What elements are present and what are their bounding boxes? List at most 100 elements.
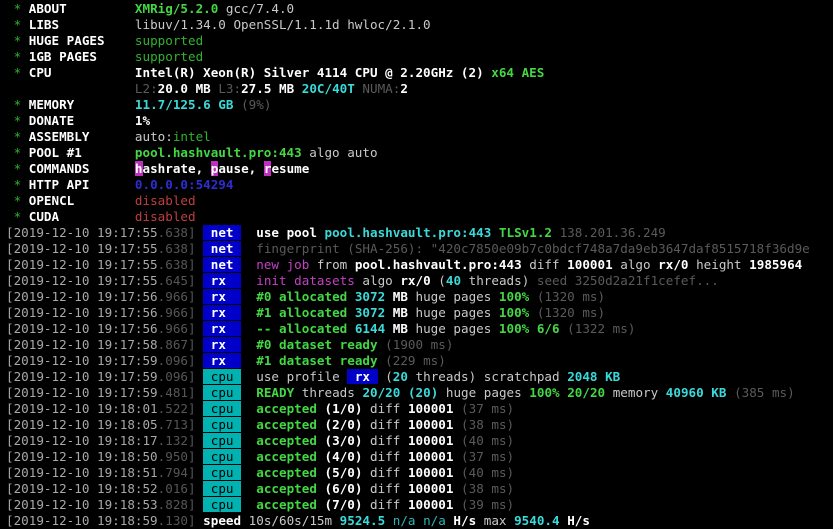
log-timestamp-ms: .713] — [157, 417, 196, 432]
log-timestamp: [2019-12-10 19:18:05.713] — [6, 417, 196, 432]
spacer — [241, 449, 256, 464]
info-line: * POOL #1 pool.hashvault.pro:443 algo au… — [6, 145, 833, 161]
log-message-segment: threads — [294, 385, 363, 400]
log-timestamp: [2019-12-10 19:17:55.638] — [6, 257, 196, 272]
info-line: * COMMANDS hashrate, pause, resume — [6, 161, 833, 177]
info-value-segment: p — [210, 161, 219, 176]
log-message-segment: rx/0 — [658, 257, 689, 272]
log-tag-cpu: cpu — [203, 417, 242, 432]
info-line: * 1GB PAGES supported — [6, 49, 833, 65]
log-line: [2019-12-10 19:18:52.016] cpu accepted (… — [6, 481, 833, 497]
log-line: [2019-12-10 19:17:56.966] rx #1 allocate… — [6, 305, 833, 321]
log-timestamp: [2019-12-10 19:17:58.867] — [6, 337, 196, 352]
log-line: [2019-12-10 19:17:58.867] rx #0 dataset … — [6, 337, 833, 353]
log-tag-cpu: cpu — [203, 465, 242, 480]
bullet-star: * — [6, 177, 29, 192]
log-message-segment: (3/0) — [324, 433, 363, 448]
log-message-segment: (1320 ms) — [536, 289, 606, 304]
info-value-segment: 1% — [134, 113, 151, 128]
spacer — [241, 353, 256, 368]
info-value-segment: libuv/1.34.0 OpenSSL/1.1.1d hwloc/2.1.0 — [134, 17, 431, 32]
spacer — [241, 385, 256, 400]
info-label — [29, 81, 135, 96]
log-line: [2019-12-10 19:17:59.096] cpu use profil… — [6, 369, 833, 385]
log-message-segment — [317, 465, 325, 480]
log-message-segment — [317, 497, 325, 512]
info-label: OPENCL — [28, 193, 135, 208]
info-value-segment: Intel(R) Xeon(R) Silver 4114 CPU @ 2.20G… — [134, 65, 492, 80]
info-value-segment: gcc/7.4.0 — [218, 1, 295, 16]
log-message-segment: (229 ms) — [385, 353, 446, 368]
log-tag-net: net — [203, 225, 242, 240]
spacer — [241, 465, 256, 480]
info-value-segment: 0.0.0.0:54294 — [134, 177, 234, 192]
info-value-segment: h — [134, 161, 143, 176]
log-message-segment: speed — [203, 513, 242, 528]
log-message-segment: READY — [256, 385, 295, 400]
info-label: CPU — [28, 65, 135, 80]
log-message-segment: threads) scratchpad — [407, 369, 568, 384]
log-timestamp: [2019-12-10 19:18:01.522] — [6, 401, 196, 416]
log-message-segment: fingerprint (SHA-256): "420c7850e09b7c0b… — [256, 241, 810, 256]
spacer — [241, 257, 256, 272]
log-message-segment: (39 ms) — [461, 497, 515, 512]
log-timestamp: [2019-12-10 19:17:56.966] — [6, 321, 196, 336]
log-message-segment: (2/0) — [324, 417, 363, 432]
spacer — [241, 241, 256, 256]
log-message-segment: (1900 ms) — [385, 337, 454, 352]
bullet-star: * — [6, 193, 29, 208]
log-line: [2019-12-10 19:18:17.132] cpu accepted (… — [6, 433, 833, 449]
log-tag-cpu: cpu — [203, 481, 242, 496]
log-tag-cpu: cpu — [203, 433, 242, 448]
log-message-segment: accepted — [256, 401, 317, 416]
log-timestamp-ms: .867] — [157, 337, 196, 352]
log-message-segment: -- allocated — [256, 321, 355, 336]
log-message-segment: 9524.5 — [339, 513, 386, 528]
info-label: 1GB PAGES — [28, 49, 135, 64]
info-line: * HTTP API 0.0.0.0:54294 — [6, 177, 833, 193]
info-value-segment: r — [263, 161, 272, 176]
log-message-segment: #0 dataset ready — [256, 337, 386, 352]
info-line: * LIBS libuv/1.34.0 OpenSSL/1.1.1d hwloc… — [6, 17, 833, 33]
info-value-segment: 20C/40T — [294, 81, 355, 96]
log-message-segment: diff — [362, 465, 408, 480]
info-value-segment: esume — [271, 161, 310, 176]
log-tag-rx: rx — [203, 353, 242, 368]
log-message-segment — [317, 417, 325, 432]
log-message-segment: diff — [362, 497, 408, 512]
log-message-segment: (38 ms) — [461, 481, 515, 496]
log-message-segment: MB — [392, 305, 416, 320]
info-value-segment: intel — [172, 129, 211, 144]
log-message-segment — [453, 433, 461, 448]
log-timestamp-ms: .645] — [157, 273, 196, 288]
log-message-segment: #1 allocated — [256, 305, 355, 320]
info-line: * ASSEMBLY auto:intel — [6, 129, 833, 145]
spacer — [241, 321, 256, 336]
log-message-segment: 10s/60s/15m — [241, 513, 340, 528]
log-message-segment: rx — [347, 369, 378, 384]
log-message-segment: diff — [521, 257, 568, 272]
log-message-segment: 1985964 — [749, 257, 803, 272]
spacer — [241, 337, 256, 352]
log-tag-rx: rx — [203, 321, 242, 336]
bullet-star: * — [6, 65, 29, 80]
log-timestamp-ms: .130] — [157, 513, 196, 528]
log-message-segment: init datasets — [256, 273, 355, 288]
info-value-segment: supported — [134, 33, 204, 48]
info-label: HTTP API — [28, 177, 135, 192]
log-message-segment: diff — [362, 417, 408, 432]
log-message-segment: max — [476, 513, 515, 528]
log-message-segment: 100001 — [407, 497, 454, 512]
log-message-segment: H/s — [453, 513, 477, 528]
log-tag-rx: rx — [203, 305, 242, 320]
info-value-segment: 2 — [400, 81, 408, 96]
bullet-star: * — [6, 145, 29, 160]
log-message-segment: accepted — [256, 497, 317, 512]
log-message-segment: 100% 6/6 — [498, 321, 568, 336]
log-timestamp: [2019-12-10 19:18:59.130] — [6, 513, 196, 528]
log-message-segment: n/a n/a — [385, 513, 454, 528]
log-message-segment: (40 ms) — [461, 465, 515, 480]
log-tag-cpu: cpu — [203, 369, 242, 384]
log-message-segment — [317, 449, 325, 464]
log-message-segment: (37 ms) — [461, 449, 515, 464]
